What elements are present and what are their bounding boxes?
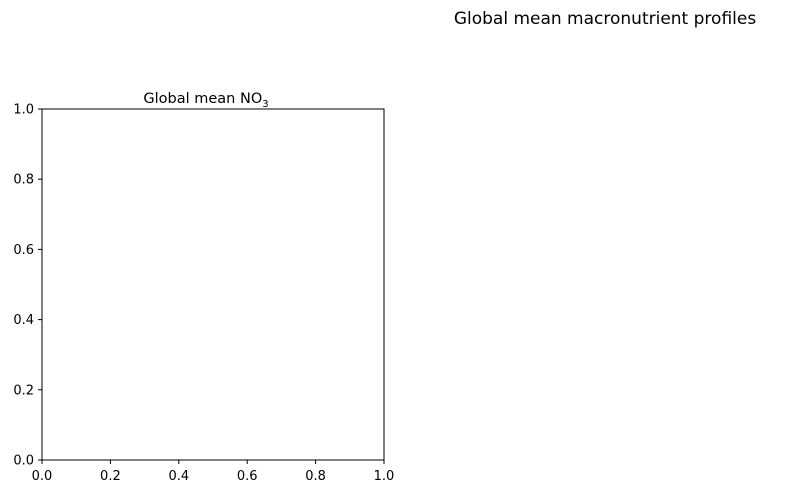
x-tick-label: 0.6 [237,469,258,484]
y-axis: 0.0 0.2 0.4 0.6 0.8 1.0 [13,103,42,469]
y-tick-label: 0.8 [13,173,34,188]
x-axis: 0.0 0.2 0.4 0.6 0.8 1.0 [32,460,395,484]
y-tick-label: 0.0 [13,454,34,469]
y-tick-label: 0.4 [13,313,34,328]
y-tick-label: 0.6 [13,243,34,258]
x-tick-label: 0.4 [168,469,189,484]
x-tick-label: 0.2 [100,469,121,484]
x-tick-label: 0.0 [32,469,53,484]
axes-title: Global mean NO3 [143,91,268,110]
x-tick-label: 1.0 [374,469,395,484]
axes-title-main: Global mean NO [143,91,262,107]
axes-no3: Global mean NO3 0.0 0.2 0.4 0.6 0.8 1.0 0.00.… [13,91,394,484]
axes-frame [41,108,385,461]
y-tick-label: 1.0 [13,103,34,118]
x-tick-label: 0.8 [305,469,326,484]
figure-suptitle: Global mean macronutrient profiles [454,9,757,29]
axes-title-subscript: 3 [262,99,268,110]
y-tick-label: 0.2 [13,383,34,398]
